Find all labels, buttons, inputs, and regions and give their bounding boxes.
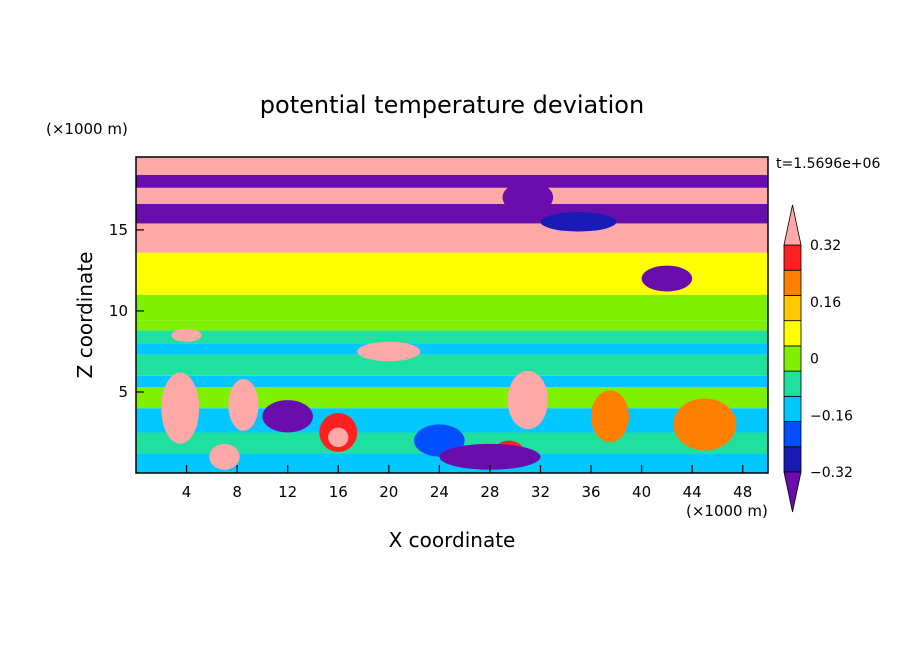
contour-feature xyxy=(161,372,200,444)
x-axis-label: X coordinate xyxy=(389,528,516,552)
y-axis-label: Z coordinate xyxy=(73,252,97,379)
contour-feature xyxy=(357,341,421,362)
x-tick-label: 44 xyxy=(683,483,702,501)
y-tick-label: 5 xyxy=(118,383,128,401)
contour-feature xyxy=(507,370,549,430)
x-axis: 4 8 12 16 20 24 28 32 36 40 44 48 xyxy=(182,465,752,501)
chart-title: potential temperature deviation xyxy=(260,91,644,119)
x-tick-label: 40 xyxy=(632,483,651,501)
colorbar-min-triangle xyxy=(783,471,802,513)
y-tick-label: 10 xyxy=(109,302,128,320)
contour-feature xyxy=(228,379,259,431)
contour-band xyxy=(136,157,768,175)
contour-band xyxy=(136,294,768,321)
x-unit-label: (×1000 m) xyxy=(686,502,768,520)
y-unit-label: (×1000 m) xyxy=(46,120,128,138)
y-axis: 5 10 15 xyxy=(109,221,144,401)
x-tick-label: 24 xyxy=(430,483,449,501)
colorbar-label: −0.32 xyxy=(810,465,853,481)
plot-frame xyxy=(135,156,769,474)
contour-band xyxy=(136,223,768,253)
colorbar-box xyxy=(783,345,802,372)
colorbar-box xyxy=(783,269,802,296)
contour-feature xyxy=(171,328,202,342)
x-tick-label: 28 xyxy=(480,483,499,501)
contour-feature xyxy=(641,265,693,292)
colorbar-box xyxy=(783,295,802,322)
contour-band xyxy=(136,278,768,295)
colorbar-label: −0.16 xyxy=(810,408,853,424)
x-tick-label: 20 xyxy=(379,483,398,501)
x-tick-label: 12 xyxy=(278,483,297,501)
contour-band xyxy=(136,375,768,388)
x-tick-label: 4 xyxy=(182,483,192,501)
contour-feature xyxy=(540,212,617,232)
colorbar-max-triangle xyxy=(783,204,802,246)
contour-band xyxy=(136,354,768,376)
colorbar-box xyxy=(783,446,802,473)
colorbar-box xyxy=(783,244,802,271)
contour-band xyxy=(136,203,768,224)
x-tick-label: 16 xyxy=(329,483,348,501)
colorbar-label: 0.16 xyxy=(810,295,841,311)
contour-field xyxy=(136,157,768,473)
contour-feature xyxy=(502,181,554,214)
x-tick-label: 8 xyxy=(232,483,242,501)
colorbar-box xyxy=(783,421,802,448)
contour-feature xyxy=(328,427,349,448)
colorbar-label: 0 xyxy=(810,352,819,368)
contour-feature xyxy=(439,443,541,470)
x-tick-label: 36 xyxy=(581,483,600,501)
contour-feature xyxy=(262,400,313,433)
contour-band xyxy=(136,343,768,355)
contour-band xyxy=(136,174,768,188)
x-tick-label: 48 xyxy=(733,483,752,501)
colorbar-box xyxy=(783,370,802,397)
time-label: t=1.5696e+06 xyxy=(776,156,880,172)
colorbar: 0.32 0.16 0 −0.16 −0.32 xyxy=(783,204,853,513)
contour-band xyxy=(136,320,768,331)
contour-feature xyxy=(673,398,737,451)
colorbar-box xyxy=(783,395,802,422)
y-tick-label: 15 xyxy=(109,221,128,239)
colorbar-label: 0.32 xyxy=(810,238,841,254)
contour-band xyxy=(136,330,768,344)
contour-feature xyxy=(209,443,240,470)
x-tick-label: 32 xyxy=(531,483,550,501)
contour-feature xyxy=(591,390,629,443)
colorbar-box xyxy=(783,320,802,347)
contour-band xyxy=(136,187,768,204)
